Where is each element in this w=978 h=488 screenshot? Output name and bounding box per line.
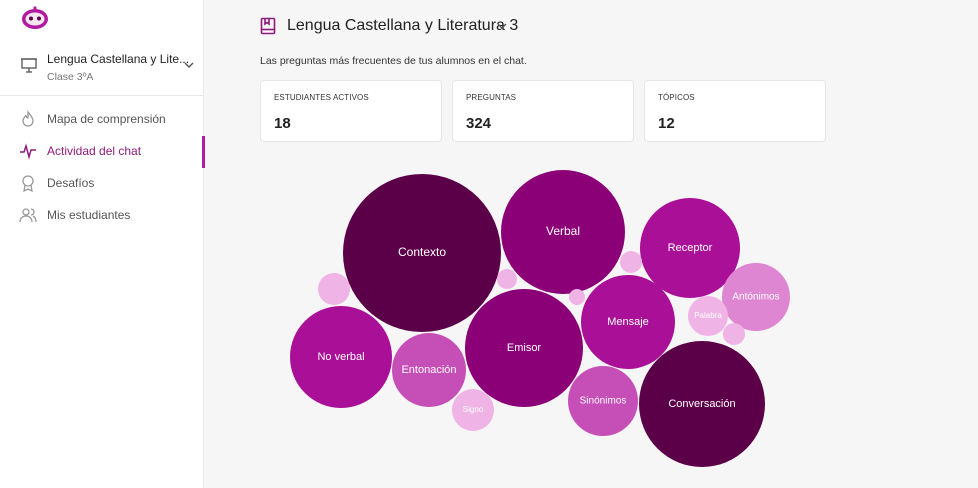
book-icon (260, 17, 276, 35)
sidebar-item-actividad-chat[interactable]: Actividad del chat (0, 136, 205, 168)
stat-value: 324 (466, 115, 492, 132)
main-content: Lengua Castellana y Literatura 3 Las pre… (205, 0, 978, 488)
bubble-receptor[interactable] (640, 198, 740, 298)
bubble-mensaje[interactable] (581, 275, 675, 369)
bubble-conversacion[interactable] (639, 341, 765, 467)
stat-value: 12 (658, 115, 675, 132)
users-icon (19, 208, 37, 223)
class-selector-course: Lengua Castellana y Lite... (47, 52, 190, 66)
flame-icon (22, 110, 34, 127)
page-title: Lengua Castellana y Literatura 3 (287, 17, 519, 34)
sidebar-item-mis-estudiantes[interactable]: Mis estudiantes (0, 200, 204, 232)
bubble-antonimos[interactable] (722, 263, 790, 331)
sidebar-item-mapa-comprension[interactable]: Mapa de comprensión (0, 104, 204, 136)
sidebar-item-desafios[interactable]: Desafíos (0, 168, 204, 200)
bubble-emisor[interactable] (465, 289, 583, 407)
stat-card-estudiantes: ESTUDIANTES ACTIVOS 18 (260, 80, 442, 142)
bubble-verbal[interactable] (501, 170, 625, 294)
activity-pulse-icon (20, 143, 36, 160)
bubble-contexto[interactable] (343, 174, 501, 332)
sidebar-item-label: Actividad del chat (47, 144, 142, 158)
presentation-board-icon (21, 58, 37, 73)
page-subtitle: Las preguntas más frecuentes de tus alum… (260, 55, 527, 67)
bubble-minor-13[interactable] (497, 269, 517, 289)
stat-value: 18 (274, 115, 291, 132)
sidebar-item-label: Mis estudiantes (47, 208, 131, 222)
topic-bubble-chart: ContextoVerbalReceptorAntónimosMensajePa… (290, 170, 790, 467)
robot-face-icon[interactable] (20, 6, 50, 30)
bubble-minor-14[interactable] (620, 251, 642, 273)
stat-card-topicos: TÓPICOS 12 (644, 80, 826, 142)
chevron-down-icon (497, 23, 507, 29)
class-selector-group: Clase 3ºA (47, 71, 94, 83)
stat-card-preguntas: PREGUNTAS 324 (452, 80, 634, 142)
bubble-minor-12[interactable] (318, 273, 350, 305)
bubble-signo[interactable] (452, 389, 494, 431)
bubble-entonacion[interactable] (392, 333, 466, 407)
stat-label: ESTUDIANTES ACTIVOS (274, 93, 369, 102)
bubble-minor-15[interactable] (723, 323, 745, 345)
sidebar-nav: Mapa de comprensión Actividad del chat D… (0, 104, 205, 232)
stat-label: TÓPICOS (658, 93, 695, 102)
bubble-no-verbal[interactable] (290, 306, 392, 408)
sidebar-item-label: Desafíos (47, 176, 95, 190)
sidebar-item-label: Mapa de comprensión (47, 112, 166, 126)
sidebar: Lengua Castellana y Lite... Clase 3ºA Ma… (0, 0, 205, 488)
class-selector[interactable]: Lengua Castellana y Lite... Clase 3ºA (0, 42, 204, 96)
chevron-down-icon (184, 62, 194, 68)
bubble-palabra[interactable] (688, 296, 728, 336)
award-ribbon-icon (22, 175, 34, 192)
bubble-sinonimos[interactable] (568, 366, 638, 436)
stat-label: PREGUNTAS (466, 93, 517, 102)
bubble-minor-16[interactable] (569, 289, 585, 305)
